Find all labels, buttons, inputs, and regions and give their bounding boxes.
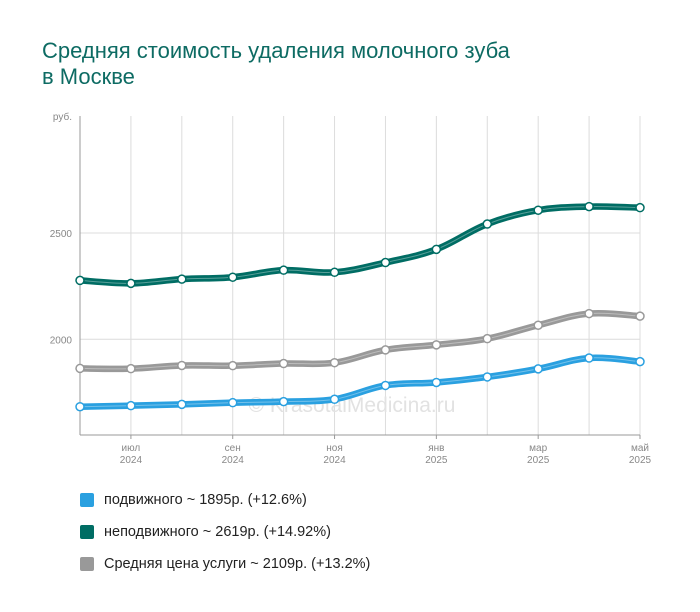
data-point[interactable] <box>126 400 136 411</box>
data-point[interactable] <box>635 356 645 367</box>
legend-swatch-average <box>80 557 94 571</box>
data-point[interactable] <box>329 357 340 368</box>
series-line <box>76 309 644 373</box>
x-tick-label-year: 2025 <box>527 455 550 466</box>
x-tick-label-month: ноя <box>326 443 343 454</box>
data-point[interactable] <box>329 394 340 405</box>
data-point[interactable] <box>533 320 543 331</box>
x-tick-label-month: мар <box>529 443 547 454</box>
chart-title-line-2: в Москве <box>42 64 135 89</box>
legend: подвижного ~ 1895р. (+12.6%) неподвижног… <box>80 484 370 580</box>
data-point[interactable] <box>584 201 594 212</box>
y-tick-label: 2500 <box>50 229 73 240</box>
data-point[interactable] <box>329 267 340 278</box>
data-point[interactable] <box>75 401 85 412</box>
data-point[interactable] <box>278 358 289 369</box>
data-point[interactable] <box>177 360 187 371</box>
data-point[interactable] <box>482 219 493 229</box>
legend-swatch-mobile <box>80 493 94 507</box>
data-point[interactable] <box>482 372 493 382</box>
data-point[interactable] <box>635 202 645 213</box>
x-tick-label-year: 2024 <box>222 455 245 466</box>
legend-item-fixed[interactable]: неподвижного ~ 2619р. (+14.92%) <box>80 516 370 548</box>
data-point[interactable] <box>533 205 543 215</box>
data-point[interactable] <box>177 274 187 284</box>
y-tick-label: 2000 <box>50 335 73 346</box>
legend-label-average: Средняя цена услуги ~ 2109р. (+13.2%) <box>104 556 371 572</box>
data-point[interactable] <box>380 380 391 391</box>
series-line <box>76 203 644 287</box>
chart-title-line-1: Средняя стоимость удаления молочного зуб… <box>42 38 510 63</box>
line-chart: 20002500руб.июл2024сен2024ноя2024янв2025… <box>50 111 652 466</box>
data-point[interactable] <box>431 377 442 388</box>
data-point[interactable] <box>584 353 594 363</box>
data-point[interactable] <box>227 360 238 371</box>
x-tick-label-month: июл <box>122 443 141 454</box>
data-point[interactable] <box>482 333 493 344</box>
data-point[interactable] <box>431 340 442 350</box>
legend-swatch-fixed <box>80 525 94 539</box>
data-point[interactable] <box>431 244 442 255</box>
grid <box>79 116 641 435</box>
x-tick-label-month: янв <box>428 443 444 454</box>
legend-item-average[interactable]: Средняя цена услуги ~ 2109р. (+13.2%) <box>80 548 370 580</box>
data-point[interactable] <box>533 364 543 374</box>
data-point[interactable] <box>635 311 645 321</box>
data-point[interactable] <box>380 345 391 355</box>
series-mobile <box>75 353 645 412</box>
series-line-highlight <box>79 206 641 284</box>
series <box>75 201 645 412</box>
x-tick-label-month: май <box>631 443 649 454</box>
x-tick-label-year: 2025 <box>425 455 448 466</box>
axes: 20002500руб.июл2024сен2024ноя2024янв2025… <box>50 111 652 466</box>
chart-title: Средняя стоимость удаления молочного зуб… <box>42 38 662 90</box>
data-point[interactable] <box>380 257 391 268</box>
data-point[interactable] <box>278 396 289 407</box>
data-point[interactable] <box>584 308 594 319</box>
series-fixed <box>75 201 645 289</box>
data-point[interactable] <box>75 363 85 374</box>
data-point[interactable] <box>278 265 289 275</box>
data-point[interactable] <box>227 397 238 408</box>
x-tick-label-year: 2024 <box>323 455 346 466</box>
data-point[interactable] <box>227 272 238 282</box>
series-average <box>75 308 645 374</box>
legend-label-fixed: неподвижного ~ 2619р. (+14.92%) <box>104 524 331 540</box>
data-point[interactable] <box>177 399 187 410</box>
x-tick-label-month: сен <box>225 443 241 454</box>
data-point[interactable] <box>75 275 85 286</box>
legend-label-mobile: подвижного ~ 1895р. (+12.6%) <box>104 492 307 508</box>
y-axis-unit-label: руб. <box>53 111 72 123</box>
data-point[interactable] <box>126 363 136 374</box>
x-tick-label-year: 2024 <box>120 455 143 466</box>
legend-item-mobile[interactable]: подвижного ~ 1895р. (+12.6%) <box>80 484 370 516</box>
x-tick-label-year: 2025 <box>629 455 652 466</box>
data-point[interactable] <box>126 278 136 289</box>
